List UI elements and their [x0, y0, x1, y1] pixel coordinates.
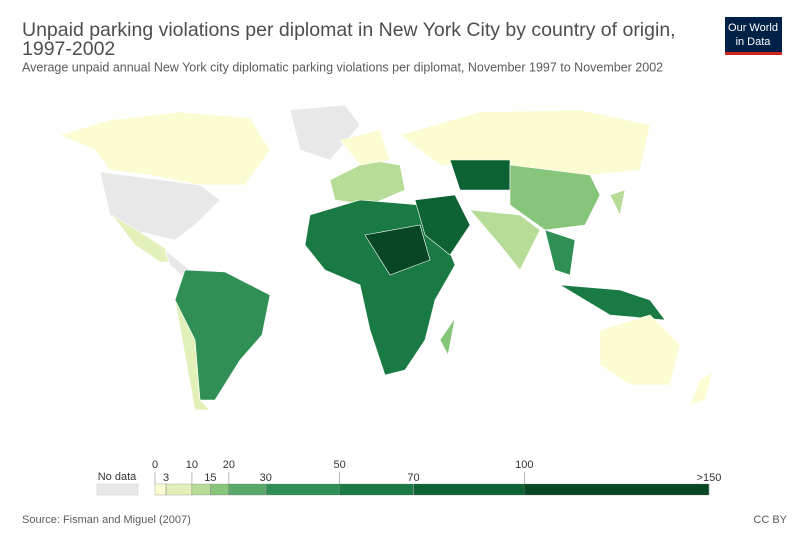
chart-title: Unpaid parking violations per diplomat i…: [22, 19, 676, 41]
russia: [399, 109, 651, 176]
legend-bin: [191, 483, 211, 496]
madagascar: [439, 317, 456, 356]
source: Source: Fisman and Miguel (2007): [22, 514, 191, 526]
sahel: [364, 224, 431, 276]
legend-tick-label: 50: [334, 459, 346, 471]
legend-tick-label: 30: [260, 472, 272, 484]
legend-tick-label: 20: [223, 459, 235, 471]
indonesia: [559, 284, 666, 321]
legend-bin: [165, 483, 193, 496]
australia: [599, 314, 681, 386]
japan: [609, 189, 626, 216]
logo-bar: [725, 52, 782, 55]
world-map: [59, 104, 713, 411]
no-data-label: No data: [98, 471, 137, 483]
legend-bin: [210, 483, 230, 496]
europe: [329, 159, 406, 206]
china: [509, 164, 601, 231]
india: [469, 209, 541, 271]
legend-tick-label: 100: [515, 459, 533, 471]
license: CC BY: [753, 514, 787, 526]
scandinavia: [339, 129, 391, 166]
legend-bin: [154, 483, 167, 496]
legend-bin: [228, 483, 266, 496]
logo-box: [725, 17, 782, 55]
legend-bin: [524, 483, 710, 496]
new-zealand: [689, 371, 713, 406]
chile: [174, 299, 211, 411]
legend-tick-label: 15: [204, 472, 216, 484]
chart-subtitle: Average unpaid annual New York city dipl…: [22, 60, 663, 74]
southeast-asia: [544, 229, 576, 276]
legend-tick-label: 3: [163, 472, 169, 484]
logo-text: Our World: [728, 22, 778, 34]
middle-east: [414, 194, 471, 256]
legend-tick-label: 0: [152, 459, 158, 471]
legend-bin: [413, 483, 525, 496]
central-asia: [449, 159, 511, 191]
chart-title: 1997-2002: [22, 38, 115, 60]
legend-tick-label: 10: [186, 459, 198, 471]
legend-bin: [265, 483, 340, 496]
legend-tick-label: 70: [407, 472, 419, 484]
logo-text: in Data: [736, 36, 772, 48]
no-data-swatch: [96, 483, 139, 496]
canada: [59, 111, 271, 186]
legend-tick-label: >150: [697, 472, 722, 484]
legend-bin: [339, 483, 414, 496]
logo[interactable]: Our World in Data: [725, 17, 782, 55]
